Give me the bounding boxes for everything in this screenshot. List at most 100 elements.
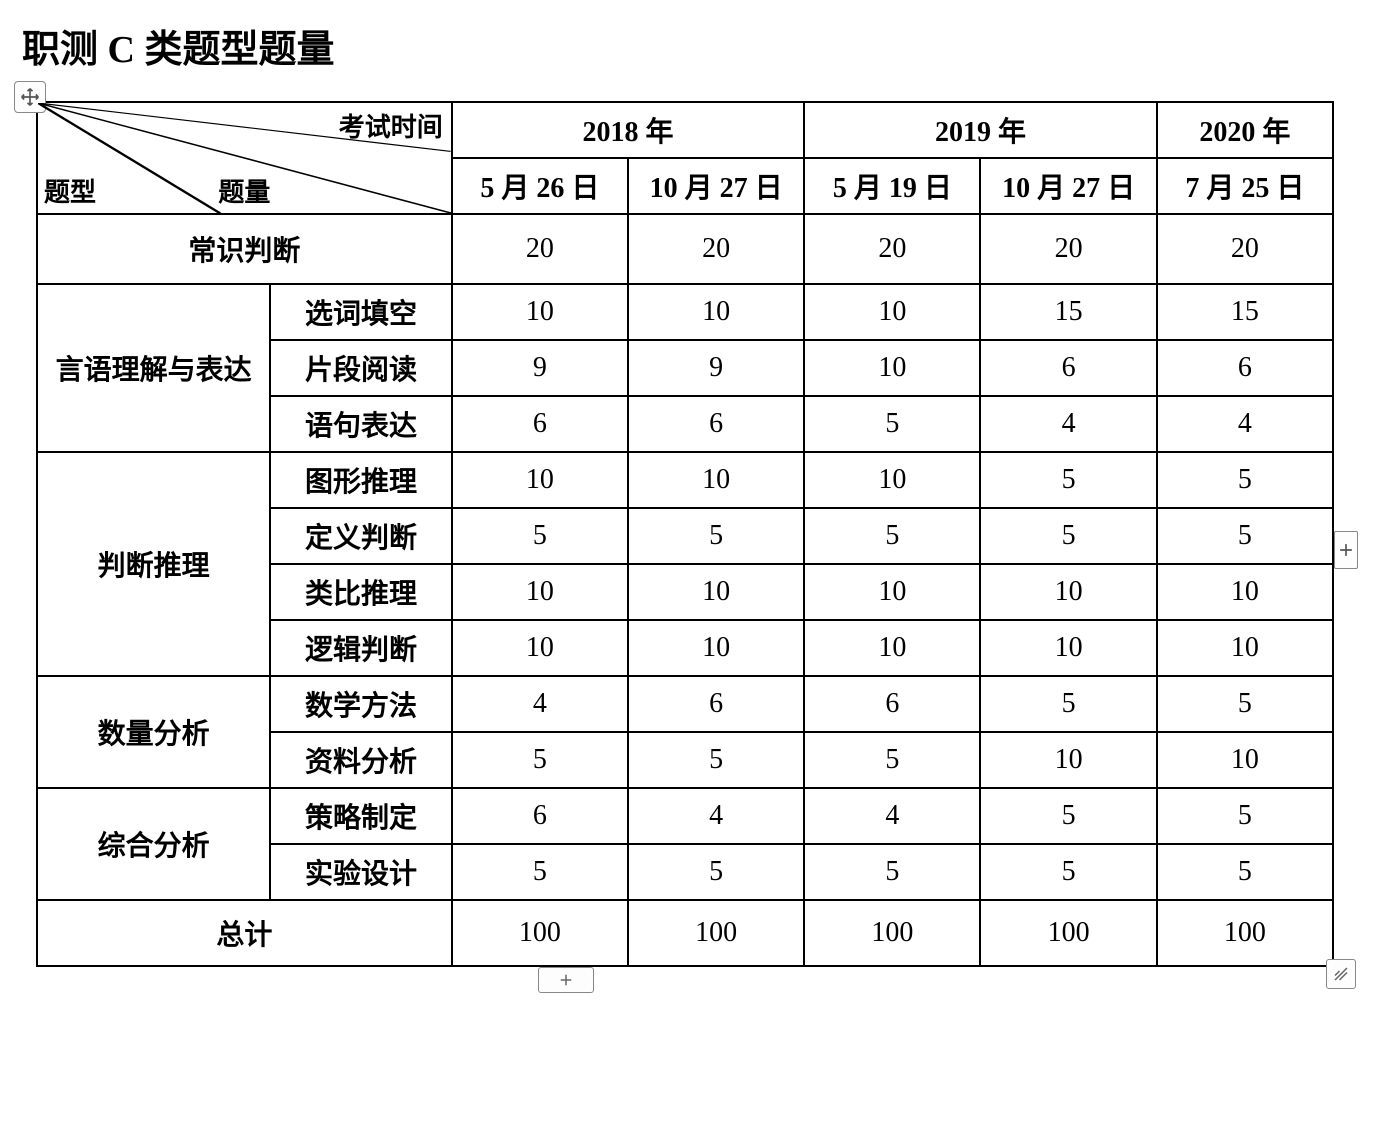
cell: 10 [804,452,980,508]
cell: 15 [1157,284,1333,340]
header-year-2018: 2018 年 [452,102,805,158]
cell: 10 [452,284,628,340]
table-row: 常识判断 20 20 20 20 20 [37,214,1333,284]
cell: 6 [628,396,804,452]
cell: 5 [1157,788,1333,844]
header-date-1: 5 月 26 日 [452,158,628,214]
header-year-2019: 2019 年 [804,102,1157,158]
cell: 10 [1157,564,1333,620]
header-date-3: 5 月 19 日 [804,158,980,214]
row-sub: 选词填空 [270,284,451,340]
header-date-4: 10 月 27 日 [980,158,1156,214]
cell: 10 [452,564,628,620]
row-sub: 语句表达 [270,396,451,452]
cell: 20 [452,214,628,284]
cell: 10 [628,452,804,508]
cell: 10 [1157,732,1333,788]
table-row: 综合分析 策略制定 6 4 4 5 5 [37,788,1333,844]
header-label-exam: 考试时间 [339,107,443,144]
data-table: 考试时间 题型 题量 2018 年 2019 年 2020 年 5 月 26 日… [36,101,1334,967]
cell: 100 [1157,900,1333,966]
cell: 5 [980,508,1156,564]
cell: 10 [452,620,628,676]
cell: 20 [804,214,980,284]
cell: 5 [628,844,804,900]
cell: 10 [628,564,804,620]
cell: 6 [980,340,1156,396]
cell: 6 [804,676,980,732]
cell: 4 [980,396,1156,452]
table-row: 言语理解与表达 选词填空 10 10 10 15 15 [37,284,1333,340]
cell: 10 [980,620,1156,676]
row-sub: 资料分析 [270,732,451,788]
cell: 5 [1157,844,1333,900]
row-group: 言语理解与表达 [37,284,270,452]
row-sub: 类比推理 [270,564,451,620]
header-date-2: 10 月 27 日 [628,158,804,214]
cell: 100 [980,900,1156,966]
cell: 5 [804,732,980,788]
row-sub: 定义判断 [270,508,451,564]
cell: 5 [452,844,628,900]
add-column-icon[interactable] [1334,531,1358,569]
row-group: 综合分析 [37,788,270,900]
cell: 5 [804,396,980,452]
cell: 10 [980,564,1156,620]
row-group: 数量分析 [37,676,270,788]
cell: 6 [452,396,628,452]
cell: 6 [628,676,804,732]
cell: 5 [452,508,628,564]
cell: 5 [628,732,804,788]
cell: 5 [1157,676,1333,732]
header-year-2020: 2020 年 [1157,102,1333,158]
resize-handle-icon[interactable] [1326,959,1356,989]
cell: 4 [628,788,804,844]
diagonal-header: 考试时间 题型 题量 [37,102,452,214]
cell: 5 [980,844,1156,900]
cell: 10 [804,340,980,396]
cell: 10 [628,284,804,340]
table-container: 考试时间 题型 题量 2018 年 2019 年 2020 年 5 月 26 日… [36,101,1334,967]
cell: 4 [452,676,628,732]
cell: 15 [980,284,1156,340]
add-row-icon[interactable] [538,967,594,993]
cell: 20 [628,214,804,284]
cell: 100 [628,900,804,966]
header-label-amount: 题量 [218,172,270,209]
cell: 100 [804,900,980,966]
table-row: 判断推理 图形推理 10 10 10 5 5 [37,452,1333,508]
row-sub: 数学方法 [270,676,451,732]
cell: 4 [1157,396,1333,452]
cell: 9 [452,340,628,396]
cell: 5 [804,844,980,900]
row-group: 常识判断 [37,214,452,284]
cell: 10 [628,620,804,676]
cell: 6 [452,788,628,844]
header-label-type: 题型 [44,172,96,209]
cell: 4 [804,788,980,844]
cell: 5 [980,676,1156,732]
table-row-total: 总计 100 100 100 100 100 [37,900,1333,966]
row-sub: 片段阅读 [270,340,451,396]
cell: 100 [452,900,628,966]
table-row: 数量分析 数学方法 4 6 6 5 5 [37,676,1333,732]
cell: 5 [628,508,804,564]
cell: 20 [980,214,1156,284]
cell: 10 [980,732,1156,788]
cell: 6 [1157,340,1333,396]
page-title: 职测 C 类题型题量 [22,18,1360,73]
row-total-label: 总计 [37,900,452,966]
row-sub: 逻辑判断 [270,620,451,676]
header-date-5: 7 月 25 日 [1157,158,1333,214]
row-sub: 图形推理 [270,452,451,508]
row-sub: 策略制定 [270,788,451,844]
cell: 10 [804,564,980,620]
cell: 5 [980,452,1156,508]
cell: 20 [1157,214,1333,284]
cell: 5 [1157,508,1333,564]
header-row-years: 考试时间 题型 题量 2018 年 2019 年 2020 年 [37,102,1333,158]
cell: 10 [452,452,628,508]
cell: 10 [1157,620,1333,676]
cell: 10 [804,284,980,340]
cell: 5 [980,788,1156,844]
